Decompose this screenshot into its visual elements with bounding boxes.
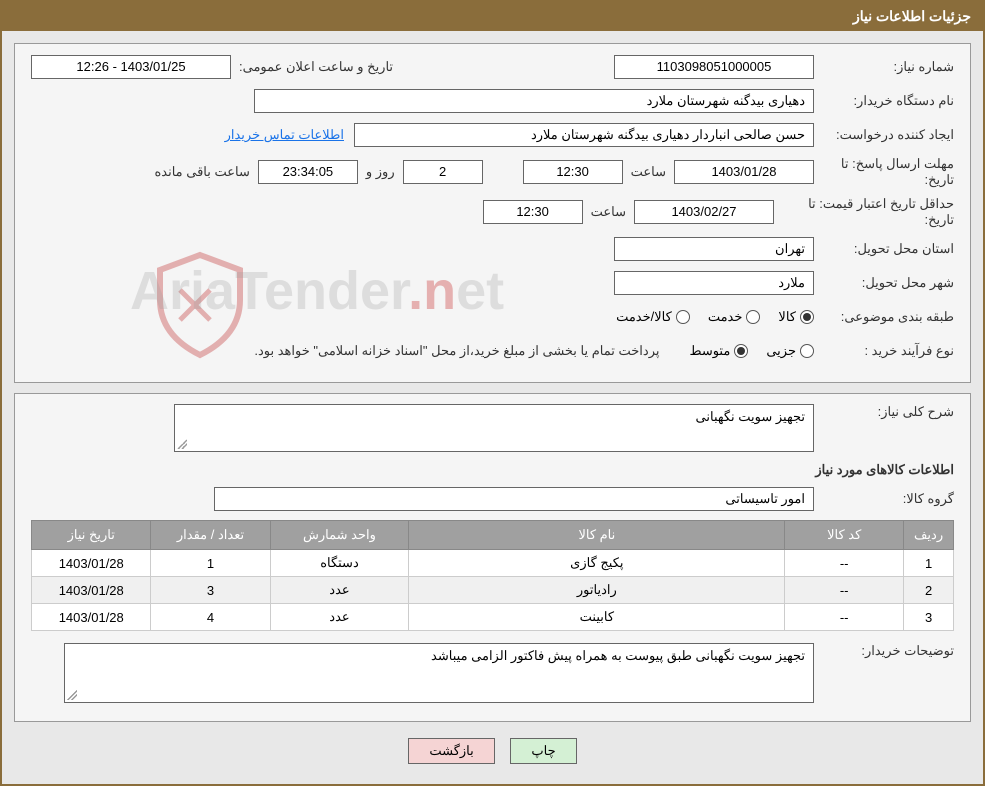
radio-icon (746, 310, 760, 324)
deadline-time: 12:30 (523, 160, 623, 184)
resize-icon[interactable] (67, 690, 77, 700)
shield-watermark-icon (150, 250, 250, 360)
requester-value: حسن صالحی انباردار دهیاری بیدگنه شهرستان… (354, 123, 814, 147)
print-button[interactable]: چاپ (510, 738, 576, 764)
table-row: 3 -- کابینت عدد 4 1403/01/28 (32, 604, 954, 631)
radio-icon (734, 344, 748, 358)
general-desc-box: تجهیز سویت نگهبانی (174, 404, 814, 452)
radio-medium[interactable]: متوسط (689, 343, 748, 359)
need-number-label: شماره نیاز: (814, 59, 954, 75)
buyer-notes-box: تجهیز سویت نگهبانی طبق پیوست به همراه پی… (64, 643, 814, 703)
days-value: 2 (403, 160, 483, 184)
cell: 1403/01/28 (32, 604, 151, 631)
radio-medium-label: متوسط (689, 343, 730, 359)
radio-goods-service[interactable]: کالا/خدمت (616, 309, 690, 325)
cell: -- (785, 577, 904, 604)
button-row: چاپ بازگشت (14, 738, 971, 764)
back-button[interactable]: بازگشت (408, 738, 494, 764)
cell: 4 (151, 604, 270, 631)
radio-icon (800, 344, 814, 358)
cell: -- (785, 550, 904, 577)
cell: -- (785, 604, 904, 631)
cell: 2 (904, 577, 954, 604)
need-number-value: 1103098051000005 (614, 55, 814, 79)
radio-partial-label: جزیی (766, 343, 796, 359)
purchase-note: پرداخت تمام یا بخشی از مبلغ خرید،از محل … (254, 343, 659, 359)
announce-value: 1403/01/25 - 12:26 (31, 55, 231, 79)
city-value: ملارد (614, 271, 814, 295)
radio-partial[interactable]: جزیی (766, 343, 814, 359)
goods-table: ردیف کد کالا نام کالا واحد شمارش تعداد /… (31, 520, 954, 631)
contact-link[interactable]: اطلاعات تماس خریدار (225, 127, 344, 143)
buyer-org-value: دهیاری بیدگنه شهرستان ملارد (254, 89, 814, 113)
cell: 1403/01/28 (32, 577, 151, 604)
time-label-1: ساعت (623, 164, 674, 180)
page-header: جزئیات اطلاعات نیاز (2, 2, 983, 31)
validity-label: حداقل تاریخ اعتبار قیمت: تا تاریخ: (774, 196, 954, 228)
radio-goods-service-label: کالا/خدمت (616, 309, 672, 325)
details-section: شرح كلی نیاز: تجهیز سویت نگهبانی اطلاعات… (14, 393, 971, 722)
radio-goods[interactable]: کالا (778, 309, 814, 325)
validity-time: 12:30 (483, 200, 583, 224)
cell: 1 (904, 550, 954, 577)
goods-group-value: امور تاسیساتی (214, 487, 814, 511)
cell: 1403/01/28 (32, 550, 151, 577)
subject-class-label: طبقه بندی موضوعی: (814, 309, 954, 325)
radio-service[interactable]: خدمت (708, 309, 761, 325)
radio-icon (800, 310, 814, 324)
deadline-label: مهلت ارسال پاسخ: تا تاریخ: (814, 156, 954, 188)
requester-label: ایجاد کننده درخواست: (814, 127, 954, 143)
general-desc-label: شرح كلی نیاز: (814, 404, 954, 420)
cell: 3 (904, 604, 954, 631)
table-row: 2 -- رادیاتور عدد 3 1403/01/28 (32, 577, 954, 604)
th-date: تاریخ نیاز (32, 521, 151, 550)
goods-info-title: اطلاعات كالاهای مورد نیاز (31, 462, 954, 478)
province-value: تهران (614, 237, 814, 261)
th-row: ردیف (904, 521, 954, 550)
cell: عدد (270, 577, 409, 604)
resize-icon[interactable] (177, 439, 187, 449)
countdown-value: 23:34:05 (258, 160, 358, 184)
time-label-2: ساعت (583, 204, 634, 220)
buyer-notes-label: توضیحات خریدار: (814, 643, 954, 659)
th-code: کد کالا (785, 521, 904, 550)
th-qty: تعداد / مقدار (151, 521, 270, 550)
purchase-type-label: نوع فرآیند خرید : (814, 343, 954, 359)
table-row: 1 -- پکیج گازی دستگاه 1 1403/01/28 (32, 550, 954, 577)
goods-group-label: گروه كالا: (814, 491, 954, 507)
province-label: استان محل تحویل: (814, 241, 954, 257)
th-unit: واحد شمارش (270, 521, 409, 550)
cell: 3 (151, 577, 270, 604)
header-title: جزئیات اطلاعات نیاز (853, 8, 971, 24)
buyer-org-label: نام دستگاه خریدار: (814, 93, 954, 109)
remaining-label: ساعت باقی مانده (146, 164, 257, 180)
validity-date: 1403/02/27 (634, 200, 774, 224)
cell: دستگاه (270, 550, 409, 577)
radio-icon (676, 310, 690, 324)
deadline-date: 1403/01/28 (674, 160, 814, 184)
buyer-notes-text: تجهیز سویت نگهبانی طبق پیوست به همراه پی… (431, 648, 805, 663)
th-name: نام کالا (409, 521, 785, 550)
radio-service-label: خدمت (708, 309, 743, 325)
city-label: شهر محل تحویل: (814, 275, 954, 291)
table-header-row: ردیف کد کالا نام کالا واحد شمارش تعداد /… (32, 521, 954, 550)
cell: عدد (270, 604, 409, 631)
cell: رادیاتور (409, 577, 785, 604)
cell: کابینت (409, 604, 785, 631)
days-and-label: روز و (358, 164, 403, 180)
cell: پکیج گازی (409, 550, 785, 577)
general-desc-text: تجهیز سویت نگهبانی (696, 409, 805, 424)
radio-goods-label: کالا (778, 309, 796, 325)
announce-label: تاریخ و ساعت اعلان عمومی: (231, 59, 401, 75)
cell: 1 (151, 550, 270, 577)
